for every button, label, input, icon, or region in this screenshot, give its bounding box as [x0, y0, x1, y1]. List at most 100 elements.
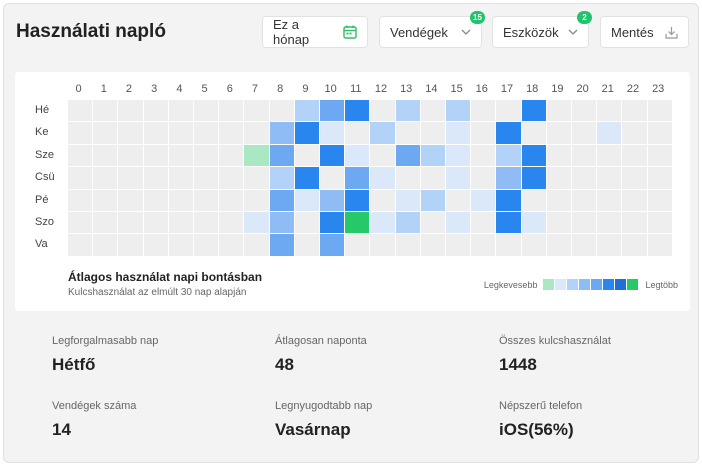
- heatmap-cell[interactable]: [244, 167, 269, 189]
- heatmap-cell[interactable]: [118, 144, 143, 167]
- heatmap-cell[interactable]: [572, 167, 597, 189]
- heatmap-cell[interactable]: [269, 234, 294, 256]
- heatmap-cell[interactable]: [546, 189, 571, 211]
- heatmap-cell[interactable]: [370, 212, 395, 234]
- heatmap-cell[interactable]: [420, 122, 445, 144]
- heatmap-cell[interactable]: [320, 167, 345, 189]
- heatmap-cell[interactable]: [118, 167, 143, 189]
- heatmap-cell[interactable]: [496, 100, 521, 122]
- heatmap-cell[interactable]: [521, 144, 546, 167]
- heatmap-cell[interactable]: [219, 144, 244, 167]
- heatmap-cell[interactable]: [546, 167, 571, 189]
- heatmap-cell[interactable]: [647, 212, 672, 234]
- heatmap-cell[interactable]: [446, 100, 471, 122]
- heatmap-cell[interactable]: [168, 144, 193, 167]
- heatmap-cell[interactable]: [647, 100, 672, 122]
- heatmap-cell[interactable]: [546, 122, 571, 144]
- heatmap-cell[interactable]: [496, 189, 521, 211]
- heatmap-cell[interactable]: [521, 234, 546, 256]
- heatmap-cell[interactable]: [496, 144, 521, 167]
- heatmap-cell[interactable]: [622, 167, 647, 189]
- heatmap-cell[interactable]: [294, 167, 319, 189]
- heatmap-cell[interactable]: [395, 234, 420, 256]
- heatmap-cell[interactable]: [93, 212, 118, 234]
- heatmap-cell[interactable]: [219, 189, 244, 211]
- heatmap-cell[interactable]: [244, 100, 269, 122]
- heatmap-cell[interactable]: [446, 234, 471, 256]
- heatmap-cell[interactable]: [420, 212, 445, 234]
- heatmap-cell[interactable]: [219, 100, 244, 122]
- heatmap-cell[interactable]: [143, 212, 168, 234]
- heatmap-cell[interactable]: [471, 144, 496, 167]
- heatmap-cell[interactable]: [168, 189, 193, 211]
- heatmap-cell[interactable]: [496, 122, 521, 144]
- heatmap-cell[interactable]: [370, 167, 395, 189]
- heatmap-cell[interactable]: [546, 144, 571, 167]
- heatmap-cell[interactable]: [68, 234, 93, 256]
- heatmap-cell[interactable]: [345, 144, 370, 167]
- heatmap-cell[interactable]: [93, 167, 118, 189]
- heatmap-cell[interactable]: [597, 100, 622, 122]
- heatmap-cell[interactable]: [143, 234, 168, 256]
- heatmap-cell[interactable]: [143, 144, 168, 167]
- heatmap-cell[interactable]: [572, 234, 597, 256]
- heatmap-cell[interactable]: [546, 234, 571, 256]
- heatmap-cell[interactable]: [345, 189, 370, 211]
- heatmap-cell[interactable]: [320, 212, 345, 234]
- heatmap-cell[interactable]: [597, 144, 622, 167]
- heatmap-cell[interactable]: [395, 100, 420, 122]
- heatmap-cell[interactable]: [194, 100, 219, 122]
- heatmap-cell[interactable]: [446, 189, 471, 211]
- guests-filter-dropdown[interactable]: Vendégek 15: [379, 11, 485, 48]
- heatmap-cell[interactable]: [219, 122, 244, 144]
- heatmap-cell[interactable]: [194, 212, 219, 234]
- heatmap-cell[interactable]: [320, 189, 345, 211]
- heatmap-cell[interactable]: [93, 100, 118, 122]
- heatmap-cell[interactable]: [370, 144, 395, 167]
- heatmap-cell[interactable]: [420, 100, 445, 122]
- heatmap-cell[interactable]: [420, 167, 445, 189]
- heatmap-cell[interactable]: [93, 144, 118, 167]
- heatmap-cell[interactable]: [194, 144, 219, 167]
- heatmap-cell[interactable]: [143, 100, 168, 122]
- heatmap-cell[interactable]: [546, 100, 571, 122]
- heatmap-cell[interactable]: [572, 189, 597, 211]
- heatmap-cell[interactable]: [294, 144, 319, 167]
- heatmap-cell[interactable]: [168, 167, 193, 189]
- heatmap-cell[interactable]: [471, 122, 496, 144]
- heatmap-cell[interactable]: [521, 212, 546, 234]
- heatmap-cell[interactable]: [446, 167, 471, 189]
- heatmap-cell[interactable]: [471, 212, 496, 234]
- heatmap-cell[interactable]: [194, 122, 219, 144]
- heatmap-cell[interactable]: [496, 212, 521, 234]
- heatmap-cell[interactable]: [68, 167, 93, 189]
- heatmap-cell[interactable]: [194, 234, 219, 256]
- heatmap-cell[interactable]: [168, 100, 193, 122]
- heatmap-cell[interactable]: [168, 212, 193, 234]
- heatmap-cell[interactable]: [521, 122, 546, 144]
- heatmap-cell[interactable]: [395, 189, 420, 211]
- heatmap-cell[interactable]: [622, 234, 647, 256]
- heatmap-cell[interactable]: [471, 100, 496, 122]
- heatmap-cell[interactable]: [320, 100, 345, 122]
- heatmap-cell[interactable]: [118, 212, 143, 234]
- heatmap-cell[interactable]: [395, 122, 420, 144]
- heatmap-cell[interactable]: [269, 100, 294, 122]
- heatmap-cell[interactable]: [143, 167, 168, 189]
- heatmap-cell[interactable]: [294, 234, 319, 256]
- heatmap-cell[interactable]: [471, 167, 496, 189]
- heatmap-cell[interactable]: [294, 212, 319, 234]
- heatmap-cell[interactable]: [370, 122, 395, 144]
- heatmap-cell[interactable]: [395, 212, 420, 234]
- heatmap-cell[interactable]: [446, 144, 471, 167]
- heatmap-cell[interactable]: [345, 122, 370, 144]
- heatmap-cell[interactable]: [269, 167, 294, 189]
- heatmap-cell[interactable]: [370, 189, 395, 211]
- heatmap-cell[interactable]: [395, 144, 420, 167]
- heatmap-cell[interactable]: [294, 189, 319, 211]
- heatmap-cell[interactable]: [622, 122, 647, 144]
- heatmap-cell[interactable]: [68, 122, 93, 144]
- save-button[interactable]: Mentés: [600, 16, 689, 48]
- heatmap-cell[interactable]: [93, 234, 118, 256]
- heatmap-cell[interactable]: [471, 234, 496, 256]
